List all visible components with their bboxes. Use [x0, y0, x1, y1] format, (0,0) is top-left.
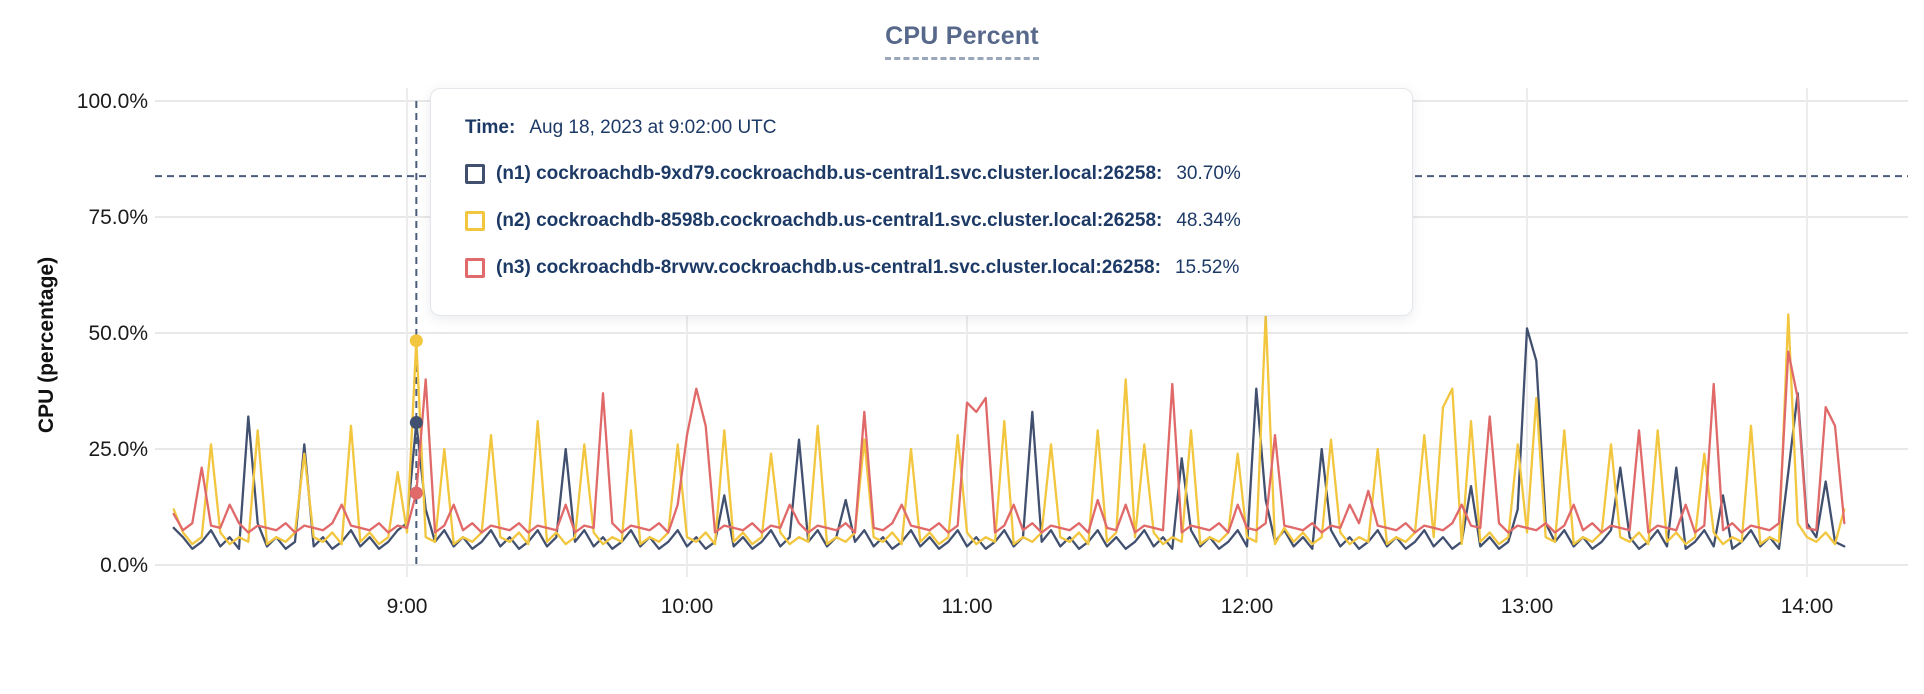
series-n1-swatch-icon — [465, 164, 485, 184]
tooltip-n2-value: 48.34% — [1176, 210, 1241, 231]
hover-tooltip: Time: Aug 18, 2023 at 9:02:00 UTC (n1) c… — [430, 88, 1413, 316]
series-line-n2 — [172, 313, 1846, 546]
y-tick-label: 50.0% — [88, 322, 148, 345]
y-tick-label: 0.0% — [100, 554, 148, 577]
x-tick-label: 9:00 — [387, 595, 428, 618]
y-tick-label: 75.0% — [88, 206, 148, 229]
x-tick-label: 12:00 — [1221, 595, 1274, 618]
tooltip-time-row: Time: Aug 18, 2023 at 9:02:00 UTC — [465, 117, 1384, 139]
tooltip-row-n2: (n2) cockroachdb-8598b.cockroachdb.us-ce… — [465, 210, 1384, 232]
series-line-n3 — [172, 350, 1846, 534]
series-n2-swatch-icon — [465, 211, 485, 231]
x-tick-label: 13:00 — [1501, 595, 1554, 618]
chart-title[interactable]: CPU Percent — [885, 22, 1039, 60]
tooltip-n2-name: (n2) cockroachdb-8598b.cockroachdb.us-ce… — [496, 210, 1163, 231]
series-line-n1 — [172, 327, 1846, 550]
tooltip-time-label: Time: — [465, 117, 516, 138]
tooltip-n1-name: (n1) cockroachdb-9xd79.cockroachdb.us-ce… — [496, 163, 1163, 184]
x-tick-label: 10:00 — [661, 595, 714, 618]
tooltip-n3-name: (n3) cockroachdb-8rvwv.cockroachdb.us-ce… — [496, 257, 1161, 278]
series-n3-swatch-icon — [465, 258, 485, 278]
tooltip-row-n1: (n1) cockroachdb-9xd79.cockroachdb.us-ce… — [465, 163, 1384, 185]
tooltip-time-value: Aug 18, 2023 at 9:02:00 UTC — [529, 117, 777, 138]
tooltip-n3-value: 15.52% — [1174, 257, 1240, 278]
x-tick-label: 14:00 — [1781, 595, 1834, 618]
crosshair-dot-n3 — [409, 486, 423, 500]
y-axis-label: CPU (percentage) — [35, 256, 58, 434]
chart-title-wrap: CPU Percent — [0, 22, 1924, 60]
crosshair-dot-n2 — [409, 334, 423, 348]
y-tick-label: 25.0% — [88, 438, 148, 461]
crosshair-dot-n1 — [409, 416, 423, 430]
tooltip-row-n3: (n3) cockroachdb-8rvwv.cockroachdb.us-ce… — [465, 257, 1384, 279]
tooltip-n1-value: 30.70% — [1176, 163, 1241, 184]
x-tick-label: 11:00 — [942, 595, 993, 618]
y-tick-label: 100.0% — [77, 90, 148, 113]
